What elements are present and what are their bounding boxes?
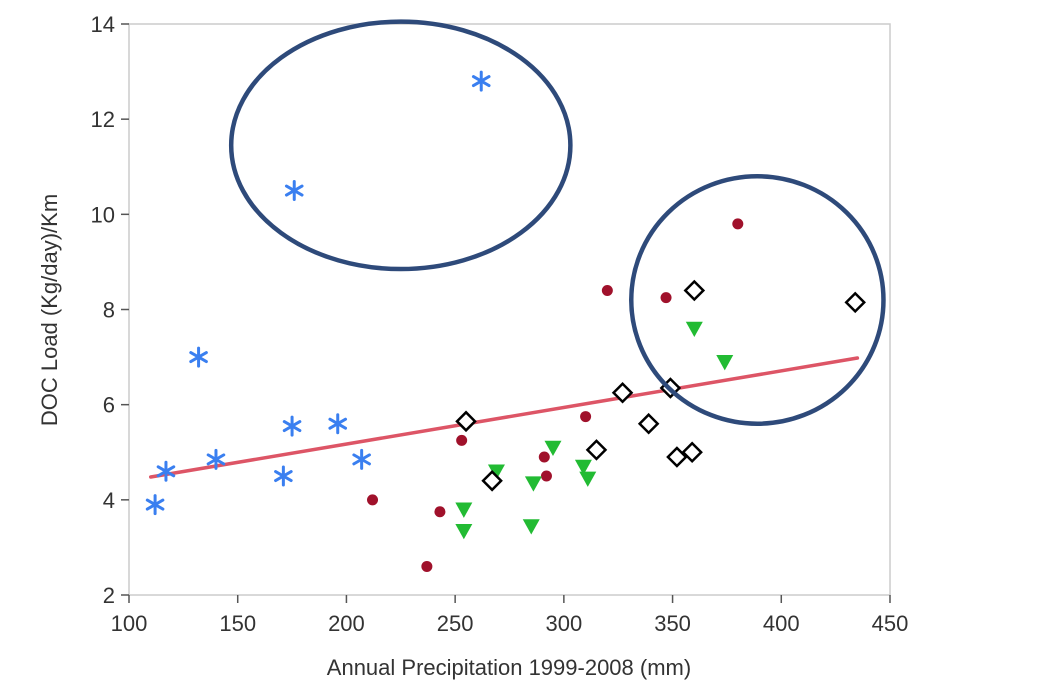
y-tick-label: 12: [91, 107, 115, 132]
y-tick-label: 2: [103, 583, 115, 608]
triangle-point: [455, 523, 473, 540]
diamond-point: [666, 446, 688, 468]
x-tick-label: 150: [219, 611, 256, 636]
trend-line: [148, 356, 860, 479]
asterisk-point: [284, 180, 304, 202]
circle-point: [601, 284, 613, 296]
y-tick-label: 10: [91, 202, 115, 227]
asterisk-point: [274, 465, 293, 487]
x-axis: 100 150 200 250 300 350 400 450: [111, 595, 909, 636]
y-tick-label: 14: [91, 12, 115, 37]
circle-point: [540, 470, 552, 482]
circle-point: [660, 292, 672, 304]
x-tick-label: 100: [111, 611, 148, 636]
x-tick-label: 350: [654, 611, 691, 636]
diamond-point: [683, 279, 706, 302]
x-tick-label: 300: [545, 611, 582, 636]
asterisk-point: [352, 448, 371, 470]
triangle-point: [524, 476, 542, 492]
plot-area: [128, 23, 891, 596]
y-tick-label: 6: [103, 393, 115, 418]
diamond-point: [585, 439, 608, 461]
circle-point: [538, 451, 550, 463]
diamond-point: [681, 441, 703, 464]
x-tick-label: 250: [437, 611, 474, 636]
asterisk-point: [156, 460, 176, 482]
y-tick-label: 4: [103, 488, 115, 513]
annotation-ellipse: [228, 19, 573, 272]
triangle-point: [685, 321, 703, 338]
x-tick-label: 450: [872, 611, 909, 636]
asterisk-point: [206, 448, 226, 470]
annotation-ellipses: [228, 19, 886, 426]
asterisk-point: [189, 346, 208, 368]
triangle-point: [579, 471, 597, 487]
y-axis-title: DOC Load (Kg/day)/Km: [37, 194, 62, 426]
asterisk-point: [471, 70, 491, 92]
circle-point: [580, 411, 592, 423]
diamond-point: [481, 470, 503, 492]
asterisk-point: [282, 415, 302, 437]
asterisk-point: [145, 494, 165, 516]
y-tick-label: 8: [103, 298, 115, 323]
circle-point: [456, 434, 468, 446]
triangle-point: [455, 502, 473, 518]
diamond-point: [611, 382, 634, 404]
x-tick-label: 200: [328, 611, 365, 636]
circle-point: [421, 560, 433, 572]
triangle-point: [574, 459, 592, 476]
annotation-ellipse: [629, 174, 886, 426]
circle-point: [732, 218, 744, 230]
asterisk-point: [328, 413, 348, 435]
diamond-point: [844, 291, 866, 314]
x-tick-label: 400: [763, 611, 800, 636]
triangle-point: [522, 519, 540, 535]
diamond-point: [455, 410, 477, 433]
triangle-point: [487, 464, 505, 480]
diamond-point: [637, 412, 660, 435]
trend-line-group: [148, 356, 860, 479]
triangle-point: [716, 355, 734, 371]
circle-point: [367, 494, 379, 506]
x-axis-title: Annual Precipitation 1999-2008 (mm): [327, 655, 691, 680]
y-axis: 2 4 6 8 10 12 14: [91, 12, 129, 608]
triangle-point: [544, 440, 562, 456]
circle-point: [434, 506, 446, 518]
